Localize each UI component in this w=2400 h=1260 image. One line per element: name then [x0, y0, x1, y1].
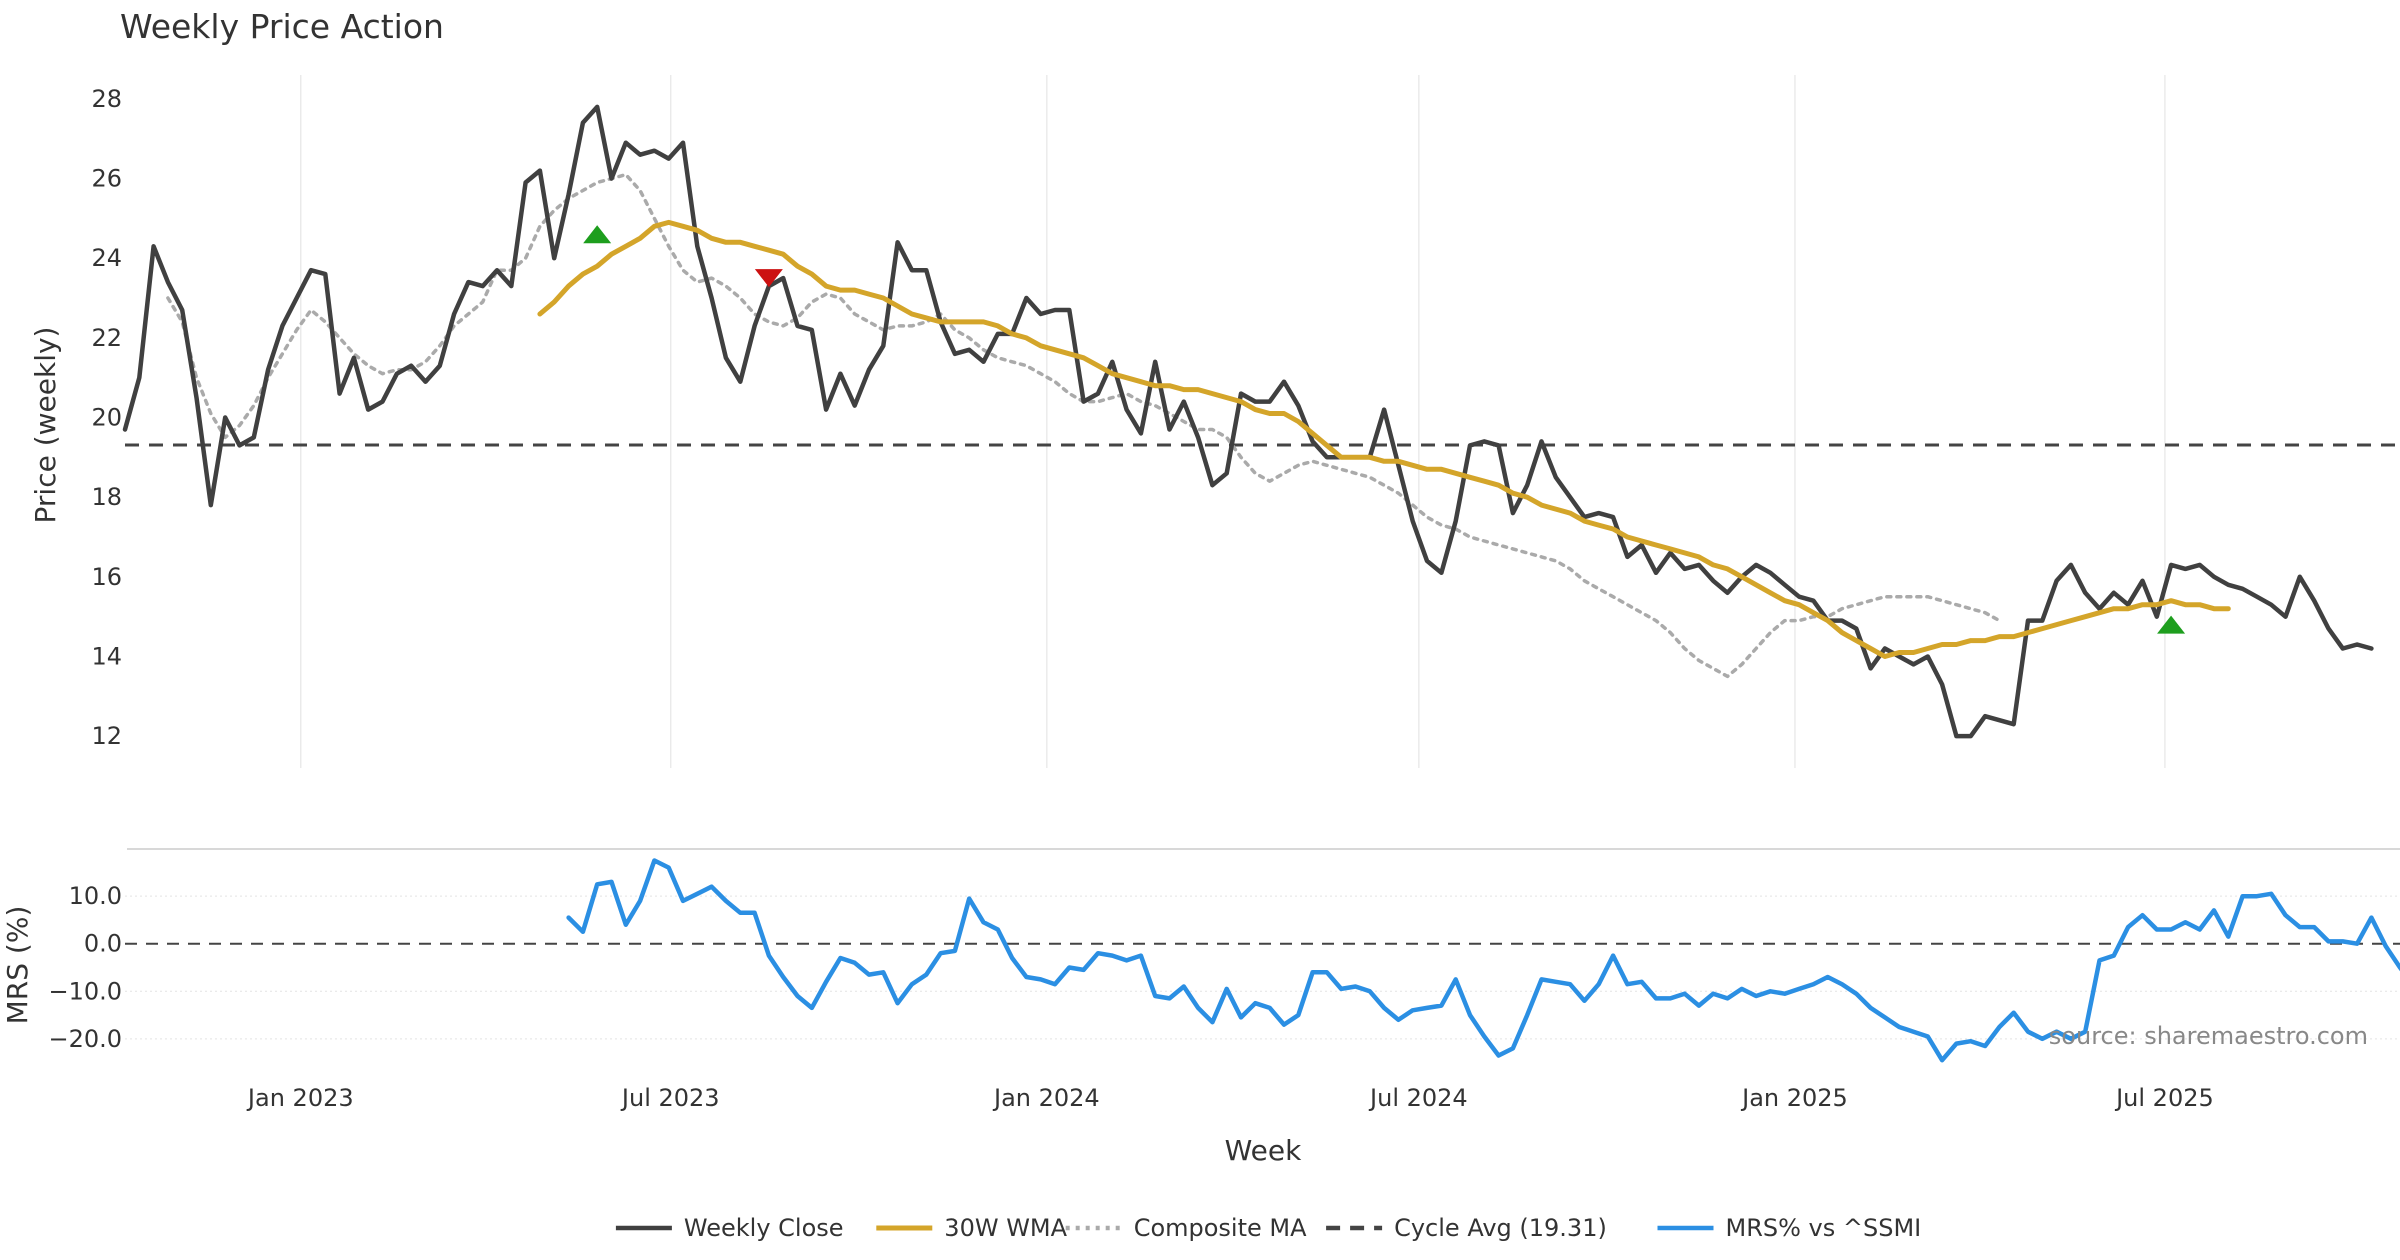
x-tick-jan-2025: Jan 2025	[1740, 1084, 1848, 1112]
legend-label-composite-ma: Composite MA	[1134, 1214, 1307, 1242]
price-y-tick-26: 26	[91, 165, 122, 193]
x-tick-jan-2023: Jan 2023	[246, 1084, 354, 1112]
price-y-tick-18: 18	[91, 483, 122, 511]
series-weekly-close-line	[122, 104, 2374, 739]
buy-signal-marker-3	[2157, 615, 2186, 634]
x-axis-label: Week	[1225, 1134, 1302, 1167]
price-y-tick-28: 28	[91, 85, 122, 113]
x-tick-jul-2023: Jul 2023	[620, 1084, 720, 1112]
legend-label-mrs-vs-ssmi: MRS% vs ^SSMI	[1726, 1214, 1922, 1242]
x-tick-jan-2024: Jan 2024	[992, 1084, 1100, 1112]
mrs-y-tick-0: 0.0	[84, 930, 122, 958]
price-y-tick-22: 22	[91, 324, 122, 352]
series-mrs-vs-ssmi-line	[566, 858, 2400, 1063]
price-y-ticks: 12 14 16 18 20 22 24 26 28	[91, 85, 122, 750]
x-axis-ticks: Jan 2023 Jul 2023 Jan 2024 Jul 2024 Jan 2025…	[246, 1084, 2214, 1112]
price-grid	[300, 75, 2166, 768]
legend-label-weekly-close: Weekly Close	[684, 1214, 844, 1242]
mrs-y-axis-label: MRS (%)	[1, 906, 34, 1025]
price-y-tick-14: 14	[91, 642, 122, 670]
buy-signal-marker-1	[583, 225, 612, 244]
x-tick-jul-2024: Jul 2024	[1368, 1084, 1468, 1112]
mrs-y-tick-neg10: −10.0	[48, 977, 122, 1005]
source-note: source: sharemaestro.com	[2049, 1022, 2368, 1050]
series-30w-wma-line	[537, 219, 2231, 659]
price-y-tick-20: 20	[91, 404, 122, 432]
legend-label-cycle-avg-19-31: Cycle Avg (19.31)	[1394, 1214, 1607, 1242]
price-y-tick-12: 12	[91, 722, 122, 750]
sell-signal-marker-2	[754, 269, 783, 288]
price-y-tick-24: 24	[91, 244, 122, 272]
price-lines	[122, 104, 2374, 739]
mrs-lines	[566, 858, 2400, 1063]
signal-markers	[583, 225, 2186, 634]
chart-title: Weekly Price Action	[120, 7, 444, 46]
mrs-y-ticks: 10.0 0.0 −10.0 −20.0	[48, 882, 122, 1053]
mrs-y-tick-10: 10.0	[69, 882, 122, 910]
price-y-tick-16: 16	[91, 563, 122, 591]
legend: Weekly Close 30W WMA Composite MA Cycle Avg…	[615, 1214, 1922, 1242]
mrs-y-tick-neg20: −20.0	[48, 1025, 122, 1053]
legend-label-30w-wma: 30W WMA	[944, 1214, 1067, 1242]
x-tick-jul-2025: Jul 2025	[2114, 1084, 2214, 1112]
price-y-axis-label: Price (weekly)	[29, 327, 62, 524]
mrs-grid	[125, 895, 2400, 1040]
